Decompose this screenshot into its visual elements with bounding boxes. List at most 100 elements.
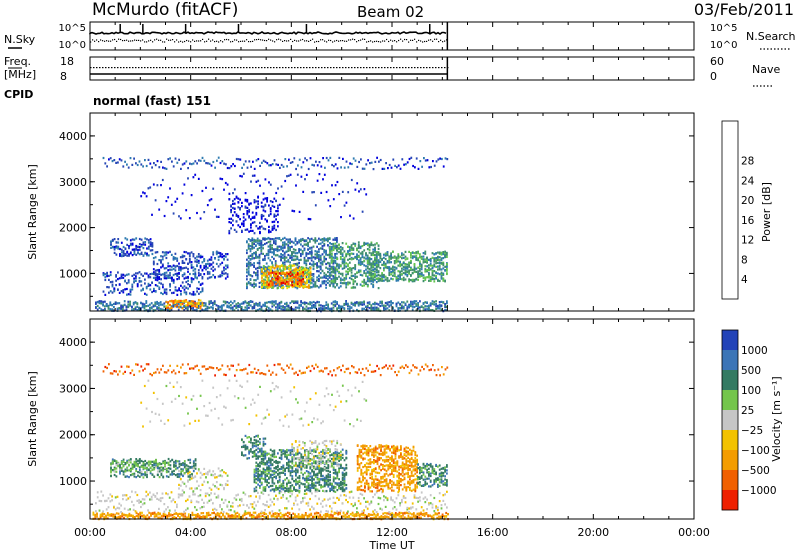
heatmap-cell <box>325 280 327 283</box>
heatmap-cell <box>312 306 315 309</box>
heatmap-cell <box>179 299 182 302</box>
heatmap-cell <box>165 288 168 291</box>
heatmap-cell <box>372 302 374 306</box>
freq-point <box>162 67 164 69</box>
heatmap-cell <box>341 246 344 250</box>
heatmap-cell <box>145 309 148 312</box>
heatmap-cell <box>435 257 437 260</box>
nsearch-point <box>408 41 410 43</box>
heatmap-cell <box>190 305 193 308</box>
heatmap-cell <box>348 246 351 249</box>
heatmap-cell <box>236 515 239 518</box>
heatmap-cell <box>399 303 401 306</box>
heatmap-cell <box>248 306 250 309</box>
heatmap-cell <box>276 284 279 287</box>
heatmap-cell <box>386 266 389 270</box>
heatmap-cell <box>183 304 185 307</box>
heatmap-cell <box>347 253 349 256</box>
heatmap-cell <box>257 196 259 199</box>
heatmap-cell <box>444 157 447 160</box>
heatmap-cell <box>252 515 255 519</box>
heatmap-cell <box>428 264 430 267</box>
nsearch-point <box>326 41 328 43</box>
heatmap-cell <box>408 250 410 253</box>
heatmap-cell <box>303 280 306 284</box>
heatmap-cell <box>273 280 275 283</box>
heatmap-cell <box>440 304 443 307</box>
heatmap-cell <box>273 282 275 285</box>
heatmap-cell <box>334 184 337 187</box>
heatmap-cell <box>388 255 391 258</box>
heatmap-cell <box>285 303 288 306</box>
freq-point <box>249 67 251 69</box>
heatmap-cell <box>181 254 184 257</box>
heatmap-cell <box>156 307 158 310</box>
heatmap-cell <box>186 516 188 519</box>
heatmap-cell <box>282 266 285 269</box>
heatmap-cell <box>435 252 437 255</box>
heatmap-cell <box>363 284 366 287</box>
heatmap-cell <box>231 516 233 519</box>
heatmap-cell <box>417 273 419 276</box>
heatmap-cell <box>170 276 173 280</box>
heatmap-cell <box>185 286 188 289</box>
heatmap-cell <box>300 254 302 258</box>
heatmap-cell <box>330 279 333 282</box>
heatmap-cell <box>109 303 112 306</box>
heatmap-cell <box>262 283 265 287</box>
heatmap-cell <box>354 266 357 269</box>
heatmap-cell <box>272 515 275 518</box>
heatmap-cell <box>241 229 243 232</box>
heatmap-cell <box>306 278 308 281</box>
freq-point <box>297 67 299 69</box>
heatmap-cell <box>420 257 423 260</box>
heatmap-cell <box>354 280 357 283</box>
heatmap-cell <box>102 290 105 293</box>
heatmap-cell <box>151 244 154 247</box>
heatmap-cell <box>312 278 315 281</box>
heatmap-cell <box>338 263 340 266</box>
nsearch-point <box>348 39 350 41</box>
heatmap-cell <box>420 263 423 266</box>
freq-point <box>156 67 158 69</box>
heatmap-cell <box>212 251 215 254</box>
nsearch-point <box>432 40 434 42</box>
heatmap-cell <box>122 291 125 294</box>
heatmap-cell <box>153 513 156 516</box>
heatmap-cell <box>176 293 179 296</box>
heatmap-cell <box>394 164 396 167</box>
heatmap-cell <box>438 265 441 268</box>
heatmap-cell <box>158 286 161 289</box>
heatmap-cell <box>321 280 324 284</box>
heatmap-cell <box>283 257 286 260</box>
heatmap-cell <box>154 278 157 281</box>
heatmap-cell <box>291 273 294 276</box>
nsearch-point <box>188 40 190 42</box>
heatmap-cell <box>377 303 380 306</box>
freq-point <box>348 67 350 69</box>
heatmap-cell <box>289 173 292 176</box>
heatmap-cell <box>239 174 242 178</box>
heatmap-cell <box>388 279 391 282</box>
heatmap-cell <box>301 516 304 519</box>
nsearch-point <box>98 41 100 43</box>
heatmap-cell <box>331 517 334 520</box>
heatmap-cell <box>168 308 171 311</box>
heatmap-cell <box>366 257 369 260</box>
heatmap-cell <box>196 287 198 290</box>
heatmap-cell <box>243 163 245 166</box>
heatmap-cell <box>289 301 292 305</box>
heatmap-cell <box>264 178 267 181</box>
heatmap-cell <box>413 278 416 281</box>
heatmap-cell <box>176 273 179 277</box>
heatmap-cell <box>293 264 296 267</box>
heatmap-cell <box>209 513 212 517</box>
heatmap-cell <box>248 215 250 218</box>
heatmap-cell <box>321 253 324 256</box>
heatmap-cell <box>392 269 394 273</box>
heatmap-cell <box>188 302 191 305</box>
heatmap-cell <box>319 267 322 270</box>
heatmap-cell <box>321 238 324 241</box>
heatmap-cell <box>404 255 407 258</box>
heatmap-cell <box>350 178 353 182</box>
